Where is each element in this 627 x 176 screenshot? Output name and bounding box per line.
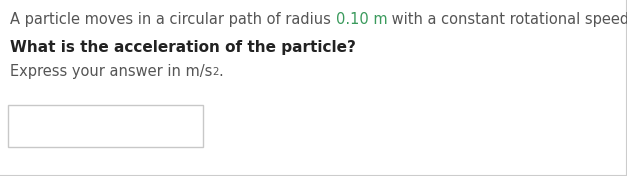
Text: Express your answer in m/s: Express your answer in m/s — [10, 64, 213, 79]
Text: What is the acceleration of the particle?: What is the acceleration of the particle… — [10, 40, 356, 55]
Bar — [8, 105, 203, 147]
Text: 2: 2 — [213, 67, 219, 77]
Text: .: . — [219, 64, 223, 79]
Text: with a constant rotational speed of: with a constant rotational speed of — [387, 12, 627, 27]
Text: A particle moves in a circular path of radius: A particle moves in a circular path of r… — [10, 12, 335, 27]
Text: 0.10 m: 0.10 m — [335, 12, 387, 27]
